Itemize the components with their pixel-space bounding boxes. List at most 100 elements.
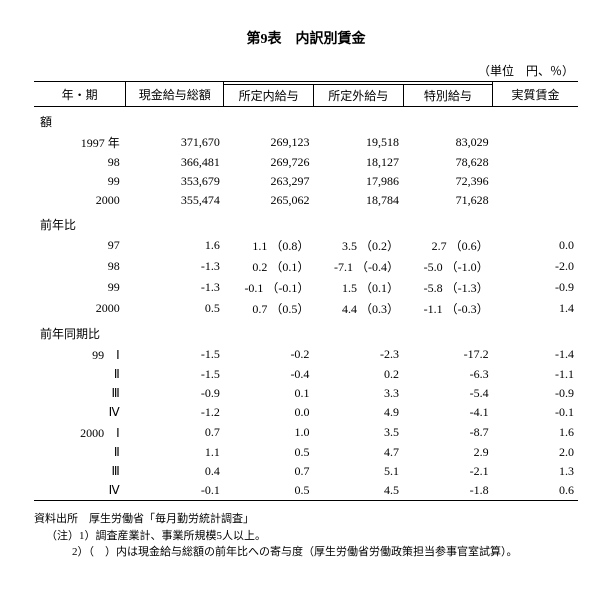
cell-outside: 4.5: [313, 481, 403, 501]
cell-inside: 0.2 （0.1）: [224, 256, 314, 277]
cell-period: 99 Ⅰ: [34, 344, 126, 365]
table-row: 2000 Ⅰ0.71.03.5-8.71.6: [34, 422, 578, 443]
cell-inside: 0.7 （0.5）: [224, 298, 314, 319]
cell-total: 0.7: [126, 422, 224, 443]
cell-real: -0.9: [493, 384, 578, 403]
table-row: Ⅱ-1.5-0.40.2-6.3-1.1: [34, 365, 578, 384]
cell-outside: 0.2: [313, 365, 403, 384]
cell-inside: 0.7: [224, 462, 314, 481]
cell-real: 0.0: [493, 235, 578, 256]
cell-special: -5.8 （-1.3）: [403, 277, 493, 298]
cell-period: 2000 Ⅰ: [34, 422, 126, 443]
cell-outside: 4.4 （0.3）: [313, 298, 403, 319]
cell-inside: -0.4: [224, 365, 314, 384]
cell-real: [493, 153, 578, 172]
cell-special: -1.1 （-0.3）: [403, 298, 493, 319]
cell-inside: 0.5: [224, 443, 314, 462]
cell-real: -1.4: [493, 344, 578, 365]
cell-outside: 3.5 （0.2）: [313, 235, 403, 256]
cell-inside: 0.1: [224, 384, 314, 403]
cell-real: -1.1: [493, 365, 578, 384]
cell-total: 1.1: [126, 443, 224, 462]
cell-inside: -0.1 （-0.1）: [224, 277, 314, 298]
cell-outside: -7.1 （-0.4）: [313, 256, 403, 277]
cell-period: Ⅲ: [34, 384, 126, 403]
table-row: 1997 年371,670269,12319,51883,029: [34, 132, 578, 153]
cell-real: 1.3: [493, 462, 578, 481]
cell-real: 2.0: [493, 443, 578, 462]
cell-special: -5.4: [403, 384, 493, 403]
table-row: 20000.50.7 （0.5）4.4 （0.3）-1.1 （-0.3）1.4: [34, 298, 578, 319]
table-sources: 資料出所 厚生労働省「毎月勤労統計調査」 （注）1）調査産業計、事業所規模5人以…: [34, 511, 578, 561]
cell-real: 0.6: [493, 481, 578, 501]
table-title: 第9表 内訳別賃金: [34, 28, 578, 48]
source-line: 2）（ ）内は現金給与総額の前年比への寄与度（厚生労働省労働政策担当参事官室試算…: [34, 544, 578, 561]
cell-special: 2.7 （0.6）: [403, 235, 493, 256]
cell-outside: 1.5 （0.1）: [313, 277, 403, 298]
cell-period: 98: [34, 256, 126, 277]
col-header-outside: 所定外給与: [313, 85, 403, 107]
cell-special: -5.0 （-1.0）: [403, 256, 493, 277]
cell-total: -1.5: [126, 365, 224, 384]
cell-special: -1.8: [403, 481, 493, 501]
cell-special: -6.3: [403, 365, 493, 384]
cell-special: 2.9: [403, 443, 493, 462]
cell-outside: 18,127: [313, 153, 403, 172]
source-line: （注）1）調査産業計、事業所規模5人以上。: [34, 528, 578, 545]
cell-total: -0.9: [126, 384, 224, 403]
cell-real: -0.1: [493, 403, 578, 422]
cell-real: 1.4: [493, 298, 578, 319]
cell-inside: 0.5: [224, 481, 314, 501]
cell-period: Ⅳ: [34, 403, 126, 422]
cell-total: -1.5: [126, 344, 224, 365]
cell-inside: 269,726: [224, 153, 314, 172]
cell-outside: 5.1: [313, 462, 403, 481]
cell-inside: 1.0: [224, 422, 314, 443]
cell-special: 72,396: [403, 172, 493, 191]
cell-special: -2.1: [403, 462, 493, 481]
cell-special: -4.1: [403, 403, 493, 422]
cell-outside: 19,518: [313, 132, 403, 153]
cell-inside: 269,123: [224, 132, 314, 153]
col-header-period: 年・期: [34, 82, 126, 107]
table-unit: （単位 円、％）: [34, 62, 578, 79]
col-header-special: 特別給与: [403, 85, 493, 107]
cell-special: 78,628: [403, 153, 493, 172]
table-row: 98-1.30.2 （0.1）-7.1 （-0.4）-5.0 （-1.0）-2.…: [34, 256, 578, 277]
cell-period: Ⅳ: [34, 481, 126, 501]
cell-inside: 265,062: [224, 191, 314, 210]
table-row: Ⅳ-1.20.04.9-4.1-0.1: [34, 403, 578, 422]
cell-period: 99: [34, 277, 126, 298]
cell-total: 355,474: [126, 191, 224, 210]
section-label: 額: [34, 107, 578, 133]
table-row: Ⅲ0.40.75.1-2.11.3: [34, 462, 578, 481]
cell-special: 71,628: [403, 191, 493, 210]
table-row: Ⅲ-0.90.13.3-5.4-0.9: [34, 384, 578, 403]
section-label: 前年同期比: [34, 319, 578, 344]
col-header-inside: 所定内給与: [224, 85, 314, 107]
cell-real: 1.6: [493, 422, 578, 443]
table-row: Ⅳ-0.10.54.5-1.80.6: [34, 481, 578, 501]
cell-special: 83,029: [403, 132, 493, 153]
col-header-real: 実質賃金: [493, 82, 578, 107]
table-row: 2000355,474265,06218,78471,628: [34, 191, 578, 210]
cell-period: 2000: [34, 191, 126, 210]
cell-total: 0.5: [126, 298, 224, 319]
cell-total: -1.2: [126, 403, 224, 422]
cell-real: -0.9: [493, 277, 578, 298]
cell-period: Ⅲ: [34, 462, 126, 481]
source-line: 資料出所 厚生労働省「毎月勤労統計調査」: [34, 511, 578, 528]
cell-period: 2000: [34, 298, 126, 319]
cell-total: 366,481: [126, 153, 224, 172]
cell-total: -0.1: [126, 481, 224, 501]
cell-real: -2.0: [493, 256, 578, 277]
cell-outside: 4.7: [313, 443, 403, 462]
table-row: 99353,679263,29717,98672,396: [34, 172, 578, 191]
cell-inside: 0.0: [224, 403, 314, 422]
cell-total: 371,670: [126, 132, 224, 153]
cell-outside: 4.9: [313, 403, 403, 422]
table-row: 971.61.1 （0.8）3.5 （0.2）2.7 （0.6）0.0: [34, 235, 578, 256]
cell-total: 0.4: [126, 462, 224, 481]
cell-real: [493, 191, 578, 210]
cell-period: 97: [34, 235, 126, 256]
